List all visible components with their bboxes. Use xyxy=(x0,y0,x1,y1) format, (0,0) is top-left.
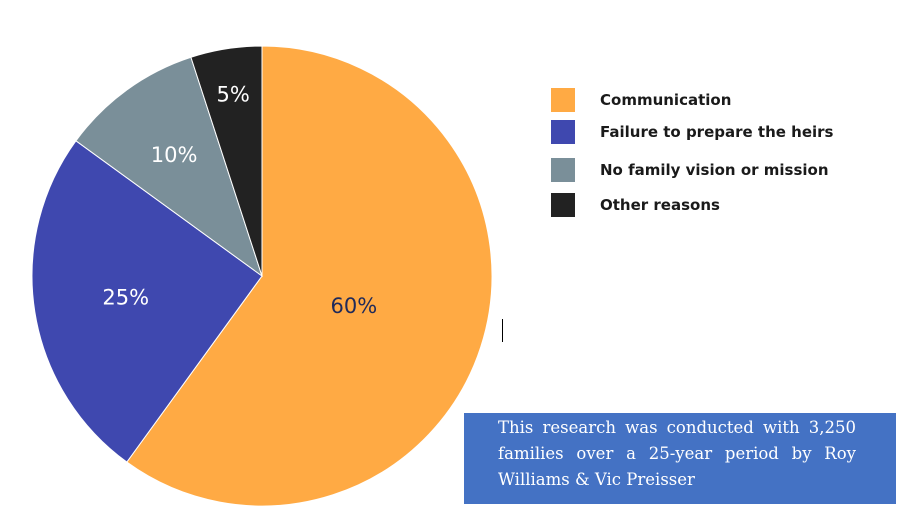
pie-slice-no-family-vision-or-mission xyxy=(75,56,263,278)
pie-label-communication: 60% xyxy=(331,294,378,318)
legend-swatch-no-family-vision xyxy=(551,158,575,182)
research-note-text: This research was conducted with 3,250 f… xyxy=(498,418,856,489)
legend-item-other-reasons: Other reasons xyxy=(551,193,871,217)
text-cursor xyxy=(502,319,503,342)
research-note-box: This research was conducted with 3,250 f… xyxy=(464,413,896,504)
pie-slice-other-reasons xyxy=(190,45,263,277)
pie-label-other-reasons: 5% xyxy=(217,82,250,106)
legend-label-communication: Communication xyxy=(600,91,732,109)
pie-label-no-family-vision-or-mission: 10% xyxy=(151,143,198,167)
legend-label-other-reasons: Other reasons xyxy=(600,196,720,214)
legend-label-no-family-vision: No family vision or mission xyxy=(600,161,829,179)
legend-item-failure-to-prepare-heirs: Failure to prepare the heirs xyxy=(551,120,871,144)
pie-slice-failure-to-prepare-the-heirs xyxy=(31,140,263,463)
legend-label-failure-to-prepare-heirs: Failure to prepare the heirs xyxy=(600,123,834,141)
legend-item-communication: Communication xyxy=(551,88,871,112)
legend-swatch-failure-to-prepare-heirs xyxy=(551,120,575,144)
legend-swatch-other-reasons xyxy=(551,193,575,217)
pie-label-failure-to-prepare-the-heirs: 25% xyxy=(102,286,149,310)
pie-slice-communication xyxy=(126,45,493,507)
legend-item-no-family-vision: No family vision or mission xyxy=(551,158,871,182)
legend-swatch-communication xyxy=(551,88,575,112)
